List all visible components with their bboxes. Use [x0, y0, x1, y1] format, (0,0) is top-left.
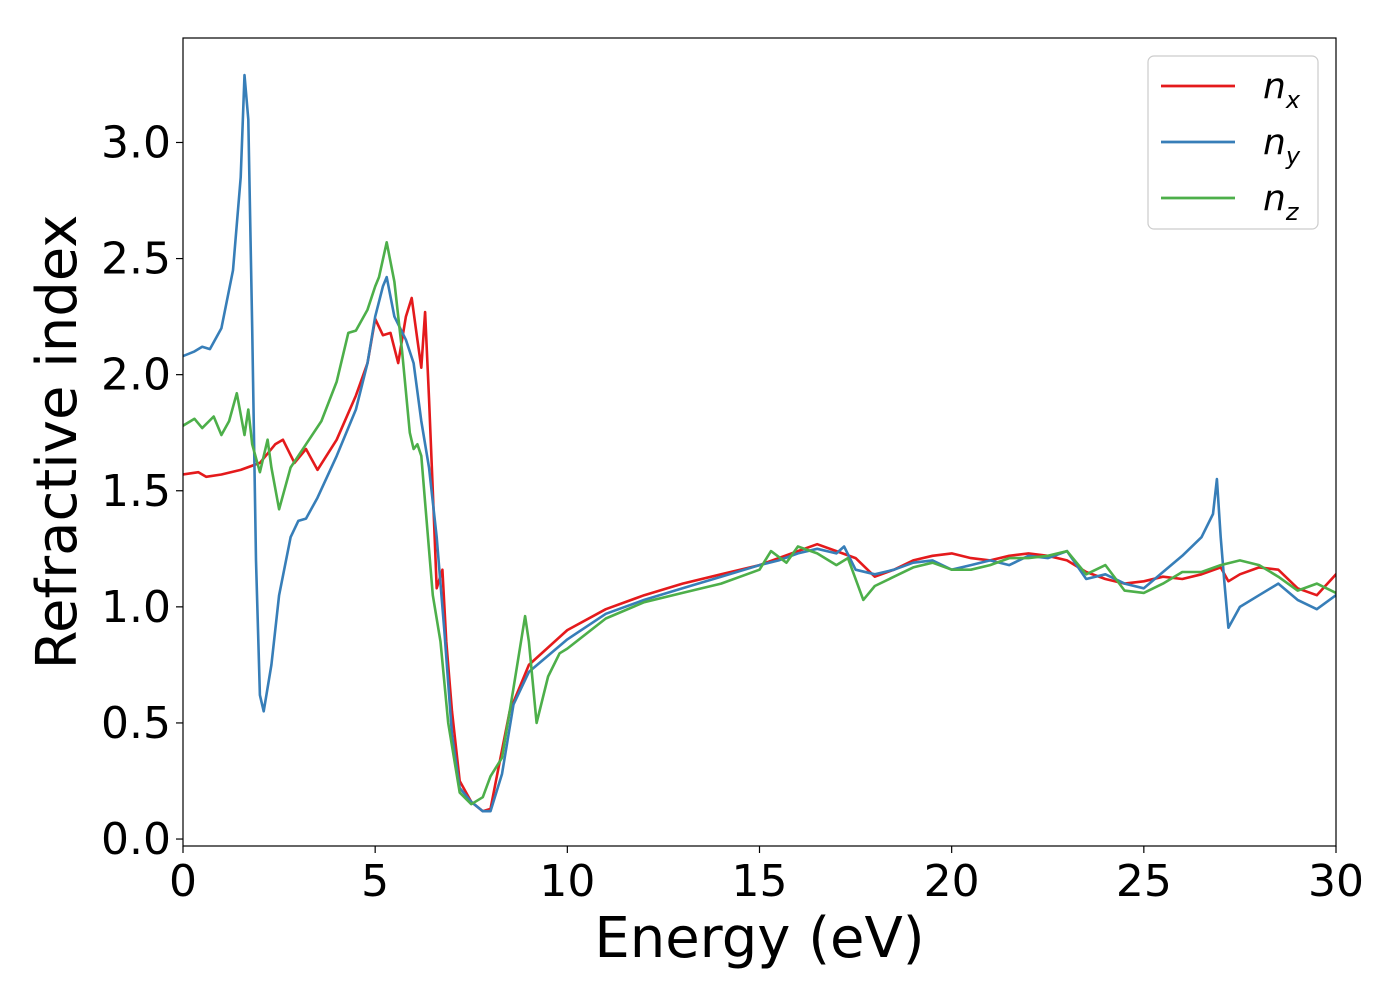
x-tick-label: 15 — [732, 856, 788, 907]
plot-area — [183, 38, 1336, 846]
series-line-nz — [183, 241, 1336, 806]
series-line-ny — [183, 73, 1336, 813]
y-tick-label: 0.5 — [101, 698, 171, 749]
x-tick-label: 25 — [1116, 856, 1172, 907]
x-tick-label: 30 — [1308, 856, 1364, 907]
y-tick-label: 1.0 — [101, 582, 171, 633]
legend-label-subscript: y — [1285, 142, 1301, 170]
x-tick-label: 10 — [539, 856, 595, 907]
y-tick-label: 1.5 — [101, 466, 171, 517]
y-tick-label: 2.5 — [101, 234, 171, 285]
y-axis-label: Refractive index — [25, 215, 90, 670]
y-tick-label: 2.0 — [101, 350, 171, 401]
legend-label-subscript: z — [1285, 198, 1300, 226]
legend-label-subscript: x — [1285, 86, 1301, 114]
y-tick-label: 3.0 — [101, 117, 171, 168]
x-tick-label: 5 — [361, 856, 389, 907]
y-tick-label: 0.0 — [101, 814, 171, 865]
x-tick-label: 0 — [169, 856, 197, 907]
x-tick-label: 20 — [924, 856, 980, 907]
x-axis-label: Energy (eV) — [594, 906, 924, 971]
